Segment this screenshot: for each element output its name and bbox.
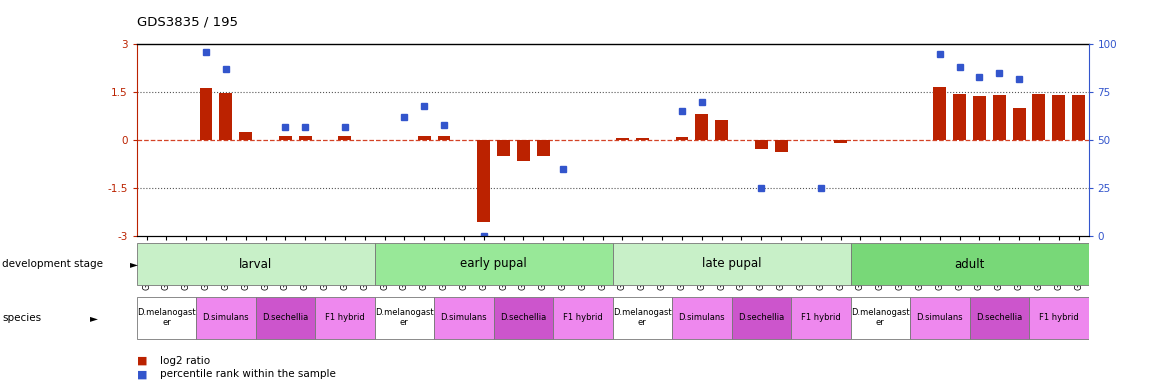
Bar (716, 120, 728, 140)
Bar (418, 136, 431, 140)
Bar (516, 140, 530, 161)
Text: adult: adult (954, 258, 984, 270)
Bar (850, 243, 1089, 285)
Bar (1053, 95, 1065, 140)
Text: ►: ► (130, 259, 138, 269)
Text: D.sechellia: D.sechellia (976, 313, 1023, 322)
Text: GDS3835 / 195: GDS3835 / 195 (137, 16, 237, 29)
Text: development stage: development stage (2, 259, 103, 269)
Bar (240, 131, 252, 140)
Text: late pupal: late pupal (702, 258, 761, 270)
Text: D.sechellia: D.sechellia (500, 313, 547, 322)
Bar (973, 96, 985, 140)
Bar (675, 137, 689, 140)
Bar (299, 136, 312, 140)
Text: larval: larval (239, 258, 272, 270)
Text: D.melanogast
er: D.melanogast er (137, 308, 196, 328)
Text: ■: ■ (137, 356, 147, 366)
Bar (672, 296, 732, 339)
Text: D.melanogast
er: D.melanogast er (375, 308, 434, 328)
Bar (493, 296, 554, 339)
Bar (1072, 95, 1085, 140)
Bar (953, 94, 966, 140)
Text: D.sechellia: D.sechellia (738, 313, 784, 322)
Text: D.simulans: D.simulans (203, 313, 249, 322)
Text: ■: ■ (137, 369, 147, 379)
Bar (755, 140, 768, 149)
Text: F1 hybrid: F1 hybrid (801, 313, 841, 322)
Text: D.melanogast
er: D.melanogast er (613, 308, 672, 328)
Bar (775, 140, 787, 152)
Bar (910, 296, 969, 339)
Bar (196, 296, 256, 339)
Bar (137, 296, 196, 339)
Bar (695, 114, 709, 140)
Bar (375, 243, 613, 285)
Bar (933, 87, 946, 140)
Bar (636, 138, 648, 140)
Bar (536, 140, 550, 156)
Text: D.simulans: D.simulans (679, 313, 725, 322)
Bar (256, 296, 315, 339)
Bar (199, 88, 213, 140)
Bar (791, 296, 850, 339)
Bar (613, 296, 672, 339)
Text: D.simulans: D.simulans (440, 313, 488, 322)
Text: F1 hybrid: F1 hybrid (325, 313, 365, 322)
Bar (438, 136, 450, 140)
Bar (613, 243, 850, 285)
Text: F1 hybrid: F1 hybrid (563, 313, 602, 322)
Bar (137, 243, 375, 285)
Bar (992, 95, 1006, 140)
Bar (375, 296, 434, 339)
Bar (497, 140, 510, 156)
Bar (554, 296, 613, 339)
Text: ►: ► (90, 313, 98, 323)
Text: percentile rank within the sample: percentile rank within the sample (160, 369, 336, 379)
Text: log2 ratio: log2 ratio (160, 356, 210, 366)
Bar (1033, 94, 1046, 140)
Text: species: species (2, 313, 42, 323)
Text: F1 hybrid: F1 hybrid (1039, 313, 1078, 322)
Text: early pupal: early pupal (460, 258, 527, 270)
Text: D.sechellia: D.sechellia (262, 313, 308, 322)
Bar (969, 296, 1029, 339)
Bar (219, 93, 233, 140)
Bar (315, 296, 375, 339)
Bar (616, 138, 629, 140)
Bar (434, 296, 493, 339)
Text: D.melanogast
er: D.melanogast er (851, 308, 910, 328)
Bar (477, 140, 490, 222)
Bar (1029, 296, 1089, 339)
Text: D.simulans: D.simulans (916, 313, 963, 322)
Bar (338, 136, 351, 140)
Bar (732, 296, 791, 339)
Bar (850, 296, 910, 339)
Bar (279, 136, 292, 140)
Bar (834, 140, 848, 143)
Bar (1012, 108, 1026, 140)
